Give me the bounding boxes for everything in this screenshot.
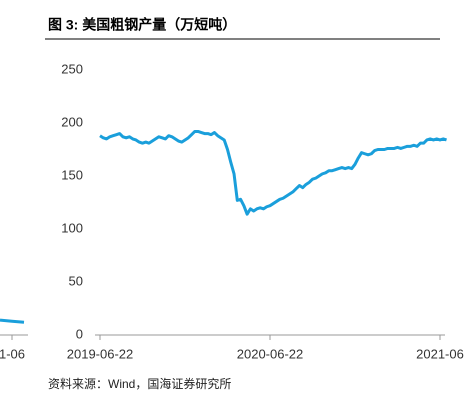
y-tick-label: 100 [61,220,83,235]
x-tick-label: 2020-06-22 [237,346,304,361]
source-note: 资料来源：Wind，国海证券研究所 [48,376,231,391]
x-tick-label: 1-06 [0,346,25,361]
x-tick-label: 2019-06-22 [67,346,134,361]
y-tick-label: 200 [61,114,83,129]
x-tick-label: 2021-06 [416,346,464,361]
y-tick-label: 250 [61,61,83,76]
y-tick-label: 150 [61,167,83,182]
y-tick-label: 50 [69,273,83,288]
chart-title: 图 3: 美国粗钢产量（万短吨） [48,17,236,33]
y-tick-label: 0 [76,326,83,341]
data-line [99,129,448,216]
data-line [0,318,25,324]
